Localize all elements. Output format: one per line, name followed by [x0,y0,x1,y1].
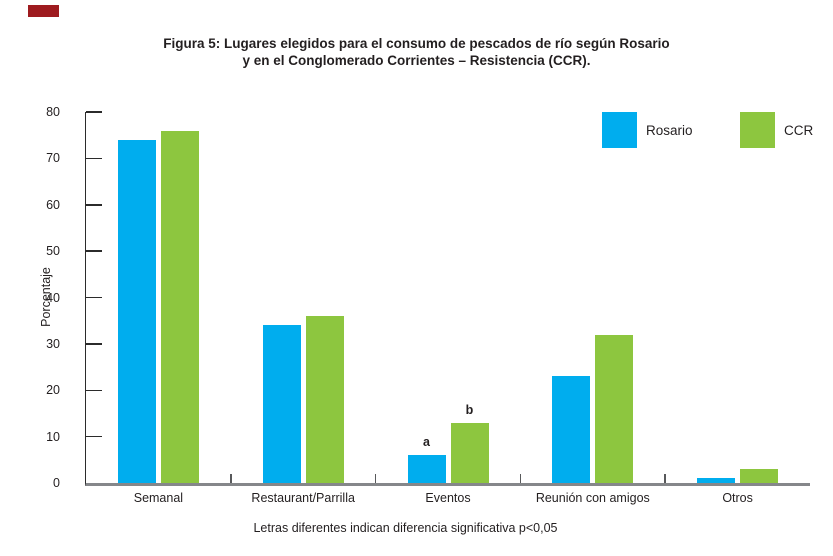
legend-swatch-rosario [602,112,637,148]
x-separator-tick-1 [230,474,232,483]
y-tick-label-30: 30 [46,336,60,351]
bar-rosario-semanal [117,139,156,483]
x-separator-tick-3 [519,474,522,483]
significance-letter-rosario-eventos: a [423,435,430,450]
red-corner-mark [28,5,59,17]
y-tick-label-60: 60 [46,197,60,212]
legend-label-rosario: Rosario [646,122,693,138]
category-label-eventos: Eventos [425,491,471,505]
legend-label-ccr: CCR [784,122,814,138]
x-separator-tick-2 [374,474,377,483]
legend-swatch-ccr [740,112,775,148]
chart-title: Figura 5: Lugares elegidos para el consu… [0,36,833,69]
y-tick-label-10: 10 [46,429,60,444]
y-tick-40 [86,296,102,299]
bar-rosario-restaurant-parrilla [262,325,301,483]
y-tick-label-80: 80 [46,105,60,119]
y-tick-80 [86,111,102,113]
y-tick-label-70: 70 [46,151,60,166]
plot-area: Porcentaje 0 10 20 30 40 50 60 70 80 Semanal Resta… [39,105,810,505]
bar-ccr-otros [740,469,779,483]
y-tick-30 [86,343,102,345]
y-tick-60 [86,204,102,206]
significance-note: Letras diferentes indican diferencia sig… [253,521,558,535]
category-label-reunion-con-amigos: Reunión con amigos [535,491,650,505]
y-tick-label-40: 40 [46,290,60,305]
y-tick-label-50: 50 [46,244,60,259]
legend-item-rosario: Rosario [602,112,693,148]
category-label-otros: Otros [722,491,753,505]
y-tick-label-0: 0 [53,476,60,490]
significance-letter-ccr-eventos: b [465,402,474,417]
chart-title-line1: Figura 5: Lugares elegidos para el consu… [163,36,670,51]
bar-ccr-eventos [450,422,489,483]
bar-rosario-eventos [407,455,446,483]
bar-ccr-semanal [160,130,199,483]
y-tick-70 [86,157,102,160]
category-label-semanal: Semanal [133,491,184,505]
category-label-restaurant-parrilla: Restaurant/Parrilla [251,491,355,505]
bar-rosario-otros [697,478,736,483]
bar-ccr-reunion-con-amigos [595,334,634,483]
legend-item-ccr: CCR [740,112,813,148]
y-tick-label-20: 20 [46,383,60,398]
y-tick-20 [86,389,102,391]
y-tick-50 [86,250,102,252]
bar-rosario-reunion-con-amigos [552,376,591,483]
bar-ccr-restaurant-parrilla [305,316,344,483]
x-separator-tick-4 [664,474,666,483]
y-tick-10 [86,435,102,438]
chart-title-line2: y en el Conglomerado Corrientes – Resist… [242,52,591,68]
